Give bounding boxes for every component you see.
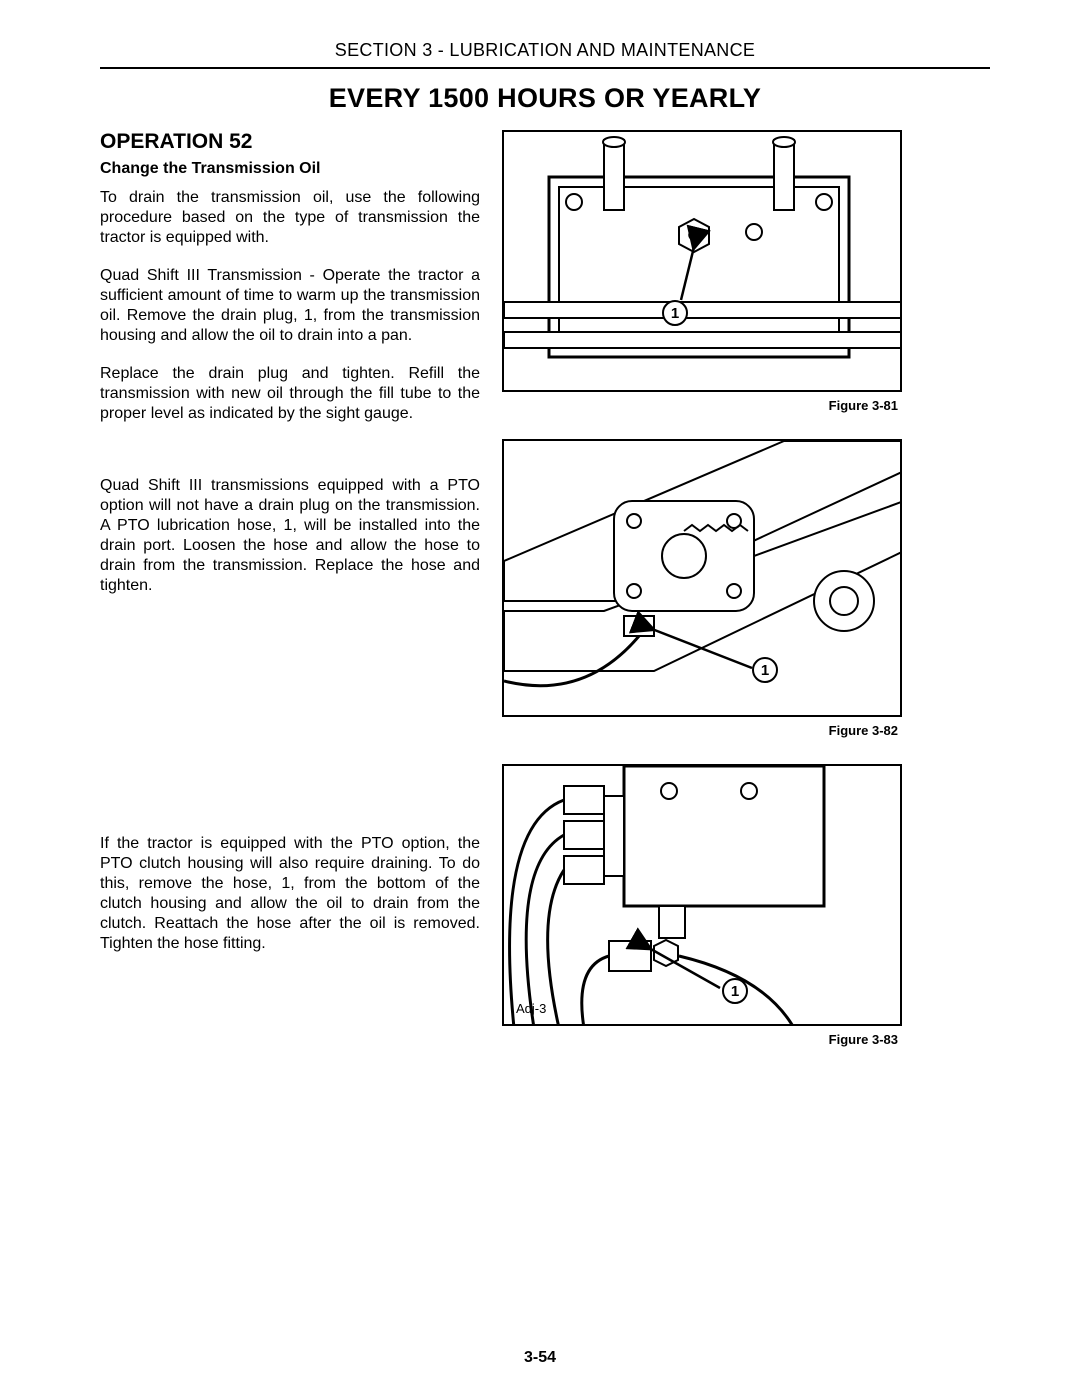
paragraph-1: To drain the transmission oil, use the f… [100,188,480,248]
operation-heading: OPERATION 52 [100,130,480,154]
paragraph-5: If the tractor is equipped with the PTO … [100,834,480,954]
header-rule [100,67,990,69]
paragraph-2: Quad Shift III Transmission - Operate th… [100,266,480,346]
operation-subheading: Change the Transmission Oil [100,160,480,178]
figure-3-82-illustration [504,441,902,717]
left-column: OPERATION 52 Change the Transmission Oil… [100,130,480,1073]
figure-3-83-callout: 1 [722,978,748,1004]
figure-3-82-caption: Figure 3-82 [502,723,898,738]
figure-3-81-callout: 1 [662,300,688,326]
figure-3-82-callout: 1 [752,657,778,683]
figure-3-82: 1 Figure 3-82 [502,439,902,738]
right-column: 1 Figure 3-81 [502,130,902,1073]
figure-3-81-illustration [504,132,902,392]
paragraph-3: Replace the drain plug and tighten. Refi… [100,364,480,424]
figure-3-83-caption: Figure 3-83 [502,1032,898,1047]
page-number: 3-54 [0,1349,1080,1367]
figure-3-83-adj-label: Adj-3 [516,1001,546,1016]
section-header: SECTION 3 - LUBRICATION AND MAINTENANCE [100,40,990,61]
paragraph-4: Quad Shift III transmissions equipped wi… [100,476,480,596]
main-title: EVERY 1500 HOURS OR YEARLY [100,83,990,114]
figure-3-83-illustration [504,766,902,1026]
figure-3-83: 1 Adj-3 Figure 3-83 [502,764,902,1047]
figure-3-81-caption: Figure 3-81 [502,398,898,413]
figure-3-81: 1 Figure 3-81 [502,130,902,413]
